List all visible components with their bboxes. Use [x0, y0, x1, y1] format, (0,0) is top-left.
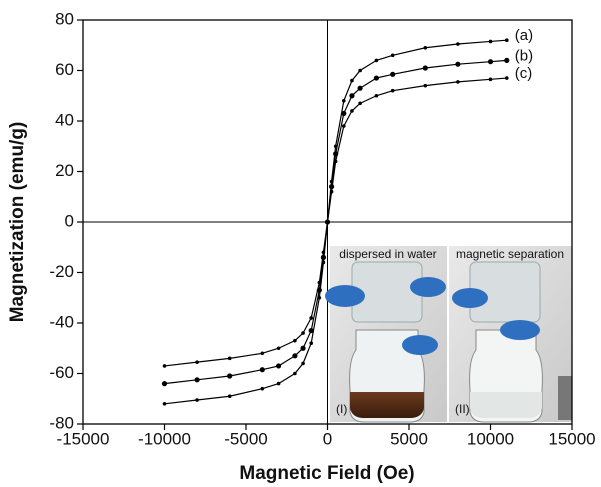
data-point: [227, 373, 233, 379]
data-point: [317, 280, 322, 285]
data-point: [373, 75, 379, 81]
data-point: [390, 53, 395, 58]
y-axis-title: Magnetization (emu/g): [7, 122, 28, 323]
data-point: [342, 124, 346, 128]
data-point: [325, 220, 330, 224]
data-point: [162, 364, 167, 368]
clamp: [500, 320, 540, 340]
clamp: [325, 285, 365, 307]
x-tick-label: 10000: [467, 429, 514, 448]
magnet: [558, 376, 572, 420]
data-point: [374, 58, 379, 63]
plot-frame: [82, 19, 573, 425]
data-point: [341, 110, 347, 117]
data-point: [455, 61, 461, 67]
data-point: [260, 386, 265, 391]
data-point: [301, 361, 305, 366]
inset-photos: dispersed in water magnetic separation (…: [325, 246, 572, 423]
data-point: [488, 39, 493, 44]
clamp: [410, 277, 446, 297]
x-tick-label: 5000: [390, 429, 428, 448]
data-point: [292, 353, 298, 359]
data-point: [276, 346, 281, 351]
y-tick-label: -40: [49, 312, 74, 331]
series-label: (b): [515, 47, 533, 64]
data-point: [259, 367, 265, 373]
y-tick-label: 60: [55, 60, 74, 79]
data-point: [162, 402, 167, 406]
x-tick-label: -10000: [138, 429, 191, 448]
data-point: [350, 78, 354, 83]
photo-caption: magnetic separation: [456, 247, 564, 261]
data-point: [260, 351, 265, 356]
x-tick-label: -5000: [224, 429, 267, 448]
data-point: [349, 93, 355, 99]
y-tick-label: 80: [55, 9, 74, 28]
y-tick-label: 20: [55, 161, 74, 180]
liquid: [350, 392, 424, 418]
data-point: [194, 377, 200, 383]
y-tick-label: -80: [49, 413, 74, 432]
photo-label: (I): [336, 402, 347, 416]
data-point: [321, 250, 326, 255]
data-point: [293, 371, 297, 376]
data-point: [505, 76, 509, 80]
series-line: [164, 77, 507, 367]
data-point: [390, 71, 396, 77]
data-point: [505, 38, 509, 42]
y-tick-label: -20: [49, 262, 74, 281]
data-point: [488, 77, 493, 82]
data-point: [195, 398, 199, 402]
data-point: [161, 381, 168, 387]
data-point: [293, 338, 297, 343]
data-point: [276, 381, 281, 386]
y-tick-label: 40: [55, 110, 74, 129]
data-point: [227, 356, 232, 361]
x-tick-label: -15000: [57, 429, 110, 448]
data-point: [374, 93, 379, 98]
data-point: [358, 68, 362, 73]
data-point: [390, 88, 395, 93]
y-tick-label: -60: [49, 363, 74, 382]
data-point: [456, 80, 460, 84]
photo-label: (II): [455, 402, 470, 416]
data-point: [357, 85, 363, 91]
data-point: [333, 159, 338, 164]
photo-caption: dispersed in water: [339, 247, 436, 261]
data-point: [456, 42, 460, 46]
data-point: [358, 101, 362, 106]
data-point: [308, 327, 314, 334]
data-point: [350, 109, 354, 113]
data-point: [422, 65, 428, 71]
data-point: [342, 99, 346, 103]
series-label: (c): [515, 65, 533, 82]
data-point: [276, 363, 282, 369]
data-point: [195, 360, 199, 364]
data-point: [423, 45, 428, 50]
y-tick-label: 0: [65, 211, 74, 230]
series-label: (a): [515, 27, 533, 44]
liquid: [470, 392, 542, 418]
x-tick-label: 0: [323, 429, 332, 448]
data-point: [487, 59, 494, 65]
data-point: [309, 316, 314, 320]
data-point: [301, 331, 305, 335]
data-point: [227, 394, 232, 399]
data-point: [504, 57, 510, 64]
data-point: [309, 341, 314, 346]
x-axis-title: Magnetic Field (Oe): [239, 463, 414, 484]
clamp: [452, 288, 488, 308]
data-point: [300, 345, 306, 351]
clamp: [402, 335, 438, 355]
data-point: [423, 83, 428, 88]
x-tick-label: 15000: [548, 429, 595, 448]
data-point: [329, 189, 334, 194]
